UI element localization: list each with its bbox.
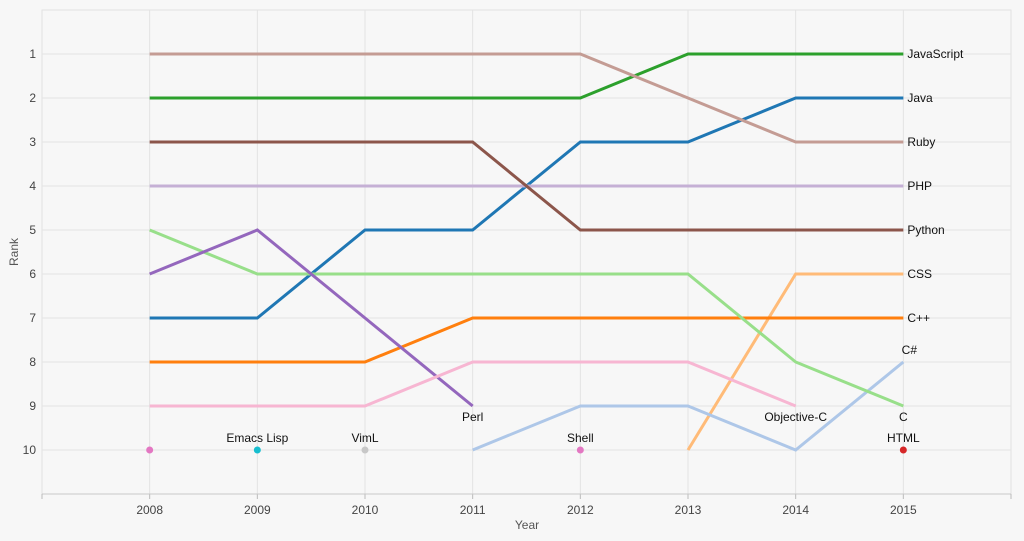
y-axis-label: Rank: [7, 237, 21, 266]
x-tick-label: 2012: [567, 503, 594, 517]
series-label-objective-c: Objective-C: [764, 410, 827, 424]
series-label-css: CSS: [907, 267, 932, 281]
y-tick-label: 8: [29, 355, 36, 369]
point-label-html: HTML: [887, 431, 920, 445]
y-tick-label: 2: [29, 91, 36, 105]
x-tick-label: 2011: [460, 503, 486, 517]
x-tick-label: 2015: [890, 503, 917, 517]
x-tick-label: 2010: [352, 503, 379, 517]
x-axis-label: Year: [515, 518, 539, 532]
y-tick-label: 3: [29, 135, 36, 149]
y-tick-label: 1: [29, 47, 36, 61]
y-tick-label: 5: [29, 223, 36, 237]
y-tick-label: 9: [29, 399, 36, 413]
series-line-ruby: [149, 52, 904, 144]
point-label-emacs-lisp: Emacs Lisp: [226, 431, 288, 445]
series-line-objective-c: [149, 360, 797, 408]
x-tick-label: 2014: [782, 503, 809, 517]
y-tick-label: 4: [29, 179, 36, 193]
plot-area: [41, 9, 1012, 495]
point-label-shell: Shell: [567, 431, 594, 445]
series-labels: JavaScript Java Ruby PHP Python CSS C++ C# C Perl…: [226, 47, 964, 445]
x-tick-label: 2008: [136, 503, 163, 517]
series-label-c: C++: [907, 311, 930, 325]
series-label-perl: Perl: [462, 410, 483, 424]
point-html: [899, 446, 907, 454]
series-label-php: PHP: [907, 179, 932, 193]
series-label-c: C#: [902, 343, 918, 357]
point-label-viml: VimL: [351, 431, 378, 445]
point-shell: [576, 446, 584, 454]
series-line-css: [686, 272, 904, 451]
series-line-c: [472, 360, 905, 452]
series-line-c: [149, 228, 904, 408]
series-line-javascript: [149, 52, 904, 100]
series-lines: [146, 52, 907, 454]
series-label-java: Java: [907, 91, 933, 105]
x-tick-label: 2013: [675, 503, 702, 517]
series-label-ruby: Ruby: [907, 135, 935, 149]
point-unlabeled: [146, 446, 154, 454]
y-tick-label: 7: [29, 311, 36, 325]
y-tick-label: 6: [29, 267, 36, 281]
point-viml: [361, 446, 369, 454]
axes: 2008 2009 2010 2011 2012 2013 2014 2015 1 2 3 4 5 6 7 8…: [23, 47, 1012, 517]
series-line-python: [149, 140, 904, 232]
grid: [41, 9, 1012, 495]
x-tick-label: 2009: [244, 503, 271, 517]
series-label-c: C: [899, 410, 908, 424]
series-label-python: Python: [907, 223, 944, 237]
series-label-javascript: JavaScript: [907, 47, 964, 61]
point-emacs-lisp: [253, 446, 261, 454]
y-tick-label: 10: [23, 443, 37, 457]
series-line-c: [149, 316, 904, 364]
series-line-perl: [149, 228, 474, 408]
